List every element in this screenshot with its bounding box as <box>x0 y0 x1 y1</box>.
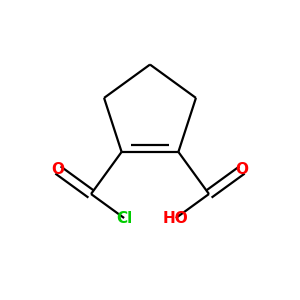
Text: Cl: Cl <box>116 211 132 226</box>
Text: HO: HO <box>163 211 189 226</box>
Text: O: O <box>52 163 64 178</box>
Text: O: O <box>236 163 248 178</box>
